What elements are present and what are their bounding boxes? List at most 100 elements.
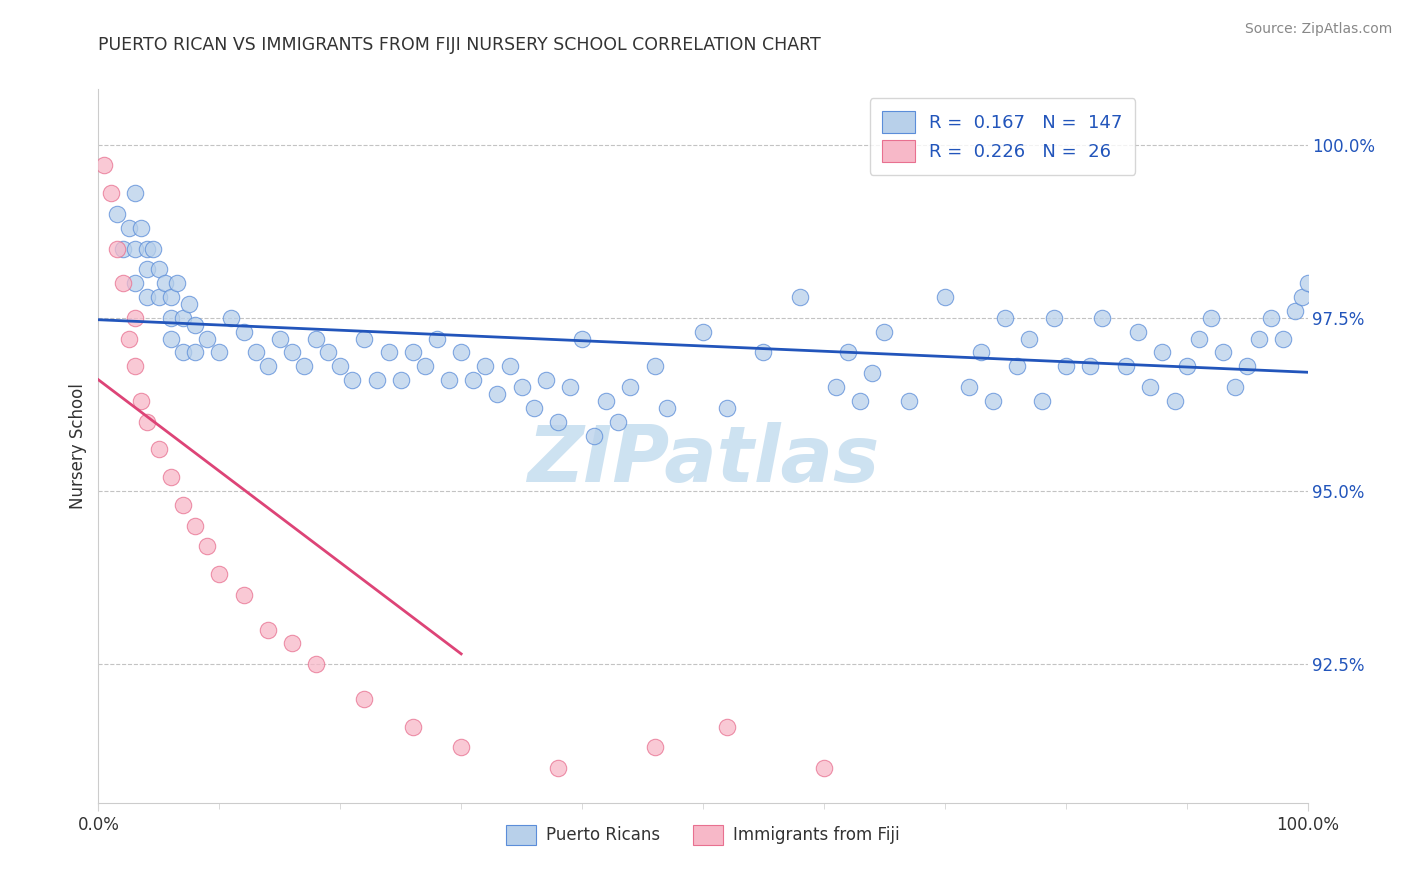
Point <box>105 242 128 256</box>
Text: PUERTO RICAN VS IMMIGRANTS FROM FIJI NURSERY SCHOOL CORRELATION CHART: PUERTO RICAN VS IMMIGRANTS FROM FIJI NUR… <box>98 36 821 54</box>
Point <box>437 373 460 387</box>
Point <box>208 567 231 582</box>
Point <box>1163 394 1185 409</box>
Point <box>981 394 1004 409</box>
Point <box>208 345 231 359</box>
Point <box>118 220 141 235</box>
Point <box>1115 359 1137 374</box>
Point <box>655 401 678 415</box>
Text: ZIPatlas: ZIPatlas <box>527 422 879 499</box>
Point <box>305 657 328 672</box>
Point <box>129 220 152 235</box>
Point <box>1249 332 1271 346</box>
Point <box>1007 359 1029 374</box>
Point <box>644 359 666 374</box>
Point <box>1018 332 1040 346</box>
Point <box>281 636 304 650</box>
Point <box>1031 394 1053 409</box>
Point <box>1054 359 1077 374</box>
Point <box>111 242 134 256</box>
Point <box>305 332 328 346</box>
Point <box>583 428 606 442</box>
Point <box>184 518 207 533</box>
Point <box>426 332 449 346</box>
Point <box>195 332 218 346</box>
Point <box>160 332 183 346</box>
Point <box>100 186 122 201</box>
Point <box>510 380 533 394</box>
Point <box>153 276 176 290</box>
Point <box>135 262 157 277</box>
Point <box>571 332 593 346</box>
Point <box>402 720 425 734</box>
Point <box>124 359 146 374</box>
Point <box>402 345 425 359</box>
Point <box>281 345 304 359</box>
Point <box>172 310 194 325</box>
Point <box>498 359 520 374</box>
Point <box>1212 345 1234 359</box>
Point <box>124 242 146 256</box>
Point <box>1236 359 1258 374</box>
Point <box>179 297 201 311</box>
Point <box>474 359 496 374</box>
Point <box>148 290 170 304</box>
Point <box>860 366 883 380</box>
Point <box>142 242 165 256</box>
Point <box>692 325 714 339</box>
Point <box>716 720 738 734</box>
Point <box>1223 380 1246 394</box>
Point <box>1128 325 1150 339</box>
Point <box>558 380 581 394</box>
Point <box>897 394 920 409</box>
Point <box>135 290 157 304</box>
Point <box>135 415 157 429</box>
Point <box>789 290 811 304</box>
Point <box>118 332 141 346</box>
Point <box>1139 380 1161 394</box>
Point <box>342 373 364 387</box>
Point <box>1291 290 1313 304</box>
Point <box>547 415 569 429</box>
Point <box>1078 359 1101 374</box>
Y-axis label: Nursery School: Nursery School <box>69 383 87 509</box>
Point <box>389 373 412 387</box>
Point <box>1284 304 1306 318</box>
Point <box>232 588 254 602</box>
Point <box>1042 310 1064 325</box>
Point <box>124 276 146 290</box>
Point <box>353 332 375 346</box>
Point <box>837 345 859 359</box>
Point <box>160 310 183 325</box>
Point <box>316 345 339 359</box>
Point <box>256 623 278 637</box>
Point <box>1091 310 1114 325</box>
Point <box>124 310 146 325</box>
Point <box>813 761 835 775</box>
Point <box>160 290 183 304</box>
Point <box>105 207 128 221</box>
Point <box>124 186 146 201</box>
Point <box>366 373 388 387</box>
Point <box>644 740 666 755</box>
Point <box>413 359 436 374</box>
Point <box>184 345 207 359</box>
Point <box>957 380 980 394</box>
Point <box>619 380 641 394</box>
Point <box>523 401 546 415</box>
Point <box>994 310 1017 325</box>
Point <box>329 359 352 374</box>
Point <box>1188 332 1211 346</box>
Point <box>93 158 115 172</box>
Point <box>1175 359 1198 374</box>
Point <box>232 325 254 339</box>
Point <box>463 373 485 387</box>
Point <box>1260 310 1282 325</box>
Point <box>450 740 472 755</box>
Point <box>148 262 170 277</box>
Point <box>934 290 956 304</box>
Point <box>245 345 267 359</box>
Text: Source: ZipAtlas.com: Source: ZipAtlas.com <box>1244 22 1392 37</box>
Point <box>172 498 194 512</box>
Point <box>1152 345 1174 359</box>
